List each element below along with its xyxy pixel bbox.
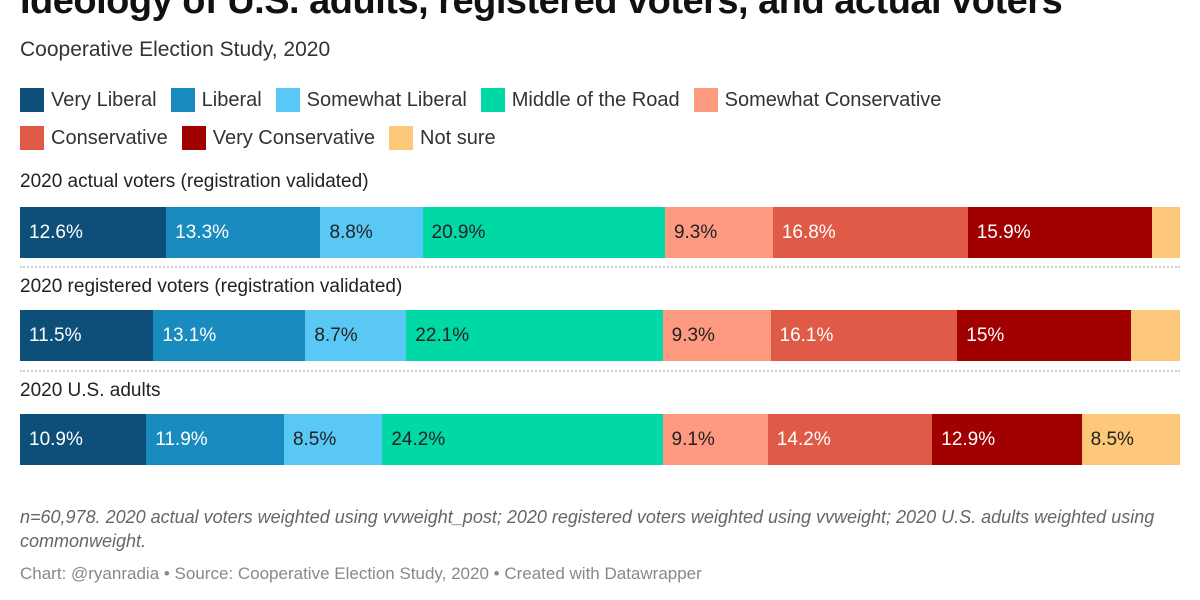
legend-item: Very Liberal	[20, 88, 157, 112]
legend-swatch	[275, 88, 300, 112]
legend-item: Middle of the Road	[480, 88, 680, 112]
legend-item: Somewhat Conservative	[693, 88, 942, 112]
legend-label: Very Liberal	[51, 88, 157, 111]
data-label: 16.8%	[781, 222, 836, 243]
row-label: 2020 actual voters (registration validat…	[20, 171, 369, 192]
data-label: 11.9%	[155, 429, 208, 450]
legend-label: Somewhat Conservative	[724, 88, 942, 111]
legend-swatch	[181, 126, 206, 150]
stacked-bar: 12.6% 13.3% 8.8% 20.9% 9.3% 16.8% 15.9%	[20, 207, 1180, 258]
legend-swatch	[20, 88, 44, 112]
bar-segment	[1131, 310, 1180, 361]
bar-segment	[1152, 207, 1180, 258]
data-label: 20.9%	[431, 222, 486, 243]
bar-segment: 15%	[957, 310, 1132, 361]
data-label: 9.3%	[673, 222, 718, 243]
data-label: 11.5%	[29, 325, 82, 346]
bar-segment: 8.5%	[283, 414, 383, 465]
legend-swatch	[480, 88, 505, 112]
bar-segment: 20.9%	[422, 207, 665, 258]
bar-segment: 13.1%	[153, 310, 306, 361]
data-label: 8.5%	[292, 429, 337, 450]
data-label: 16.1%	[779, 325, 834, 346]
data-label: 8.7%	[314, 325, 358, 346]
bar-segment: 12.9%	[932, 414, 1082, 465]
bar-segment: 16.8%	[772, 207, 968, 258]
bar-segment: 9.3%	[662, 310, 771, 361]
legend-label: Very Conservative	[212, 126, 376, 149]
legend-swatch	[389, 126, 414, 150]
row-label: 2020 registered voters (registration val…	[20, 276, 403, 297]
chart-title: Ideology of U.S. adults, registered vote…	[20, 0, 1063, 22]
data-label: 12.9%	[941, 429, 996, 450]
legend-item: Very Conservative	[181, 126, 376, 150]
row-divider	[20, 266, 1180, 268]
bar-segment: 14.2%	[767, 414, 933, 465]
credit-line: Chart: @ryanradia • Source: Cooperative …	[20, 564, 702, 583]
legend-item: Not sure	[389, 126, 496, 150]
legend-swatch	[170, 88, 195, 112]
bar-segment: 11.5%	[20, 310, 154, 361]
legend: Very Liberal Liberal Somewhat Liberal Middl…	[20, 88, 1120, 150]
bar-segment: 8.5%	[1081, 414, 1180, 465]
bar-segment: 8.7%	[305, 310, 407, 361]
data-label: 8.5%	[1090, 429, 1134, 450]
data-label: 12.6%	[29, 222, 83, 243]
data-label: 15.9%	[976, 222, 1031, 243]
data-label: 24.2%	[391, 429, 446, 450]
data-label: 15%	[966, 325, 1005, 346]
legend-item: Conservative	[20, 126, 168, 150]
data-label: 10.9%	[29, 429, 83, 450]
bar-segment: 9.3%	[664, 207, 773, 258]
legend-item: Liberal	[170, 88, 262, 112]
bar-segment: 12.6%	[20, 207, 167, 258]
chart-subtitle: Cooperative Election Study, 2020	[20, 38, 331, 61]
legend-swatch	[693, 88, 718, 112]
bar-segment: 9.1%	[662, 414, 768, 465]
row-divider	[20, 370, 1180, 372]
legend-label: Liberal	[201, 88, 262, 111]
bar-segment: 8.8%	[320, 207, 423, 258]
data-label: 9.1%	[671, 429, 715, 450]
bar-segment: 15.9%	[967, 207, 1153, 258]
row-label: 2020 U.S. adults	[20, 380, 161, 401]
data-label: 13.1%	[162, 325, 217, 346]
bar-segment: 16.1%	[770, 310, 958, 361]
legend-label: Conservative	[51, 126, 168, 149]
stacked-bar: 10.9% 11.9% 8.5% 24.2% 9.1% 14.2% 12.9% 8.5%	[20, 414, 1180, 465]
legend-label: Middle of the Road	[511, 88, 680, 111]
legend-item: Somewhat Liberal	[275, 88, 467, 112]
data-label: 22.1%	[415, 325, 470, 346]
data-label: 8.8%	[329, 222, 373, 243]
stacked-bar: 11.5% 13.1% 8.7% 22.1% 9.3% 16.1% 15%	[20, 310, 1180, 361]
legend-swatch	[20, 126, 44, 150]
data-label: 13.3%	[175, 222, 230, 243]
bar-segment: 24.2%	[382, 414, 663, 465]
data-label: 14.2%	[776, 429, 831, 450]
data-label: 9.3%	[671, 325, 715, 346]
bar-segment: 22.1%	[406, 310, 663, 361]
legend-label: Somewhat Liberal	[306, 88, 467, 111]
bar-segment: 11.9%	[146, 414, 284, 465]
bar-segment: 13.3%	[166, 207, 321, 258]
footnote: n=60,978. 2020 actual voters weighted us…	[20, 507, 1155, 551]
legend-label: Not sure	[420, 126, 496, 149]
bar-segment: 10.9%	[20, 414, 147, 465]
